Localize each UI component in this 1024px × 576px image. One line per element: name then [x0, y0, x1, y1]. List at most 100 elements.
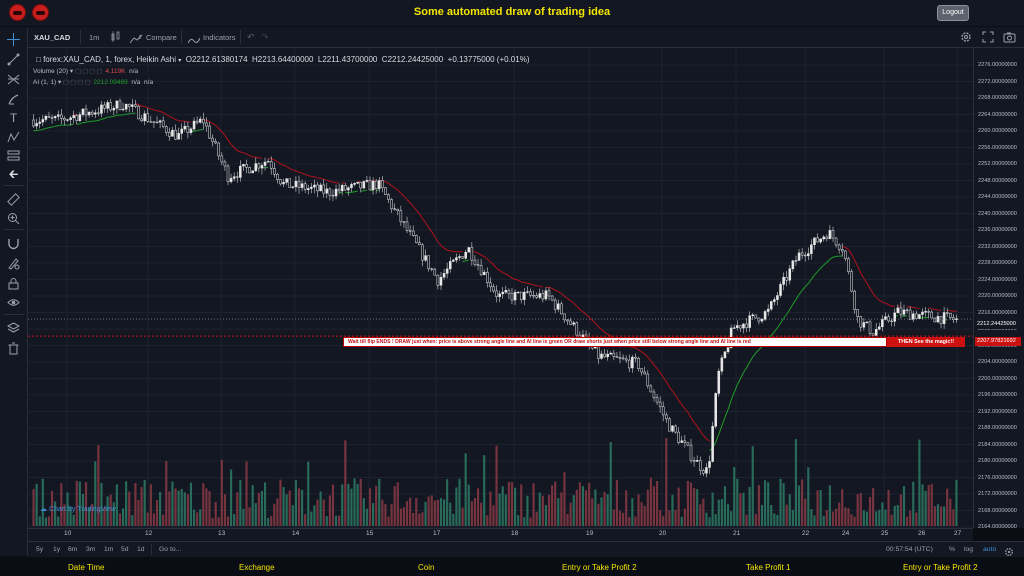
volume-bar [276, 498, 279, 526]
percent-toggle[interactable]: % [949, 546, 956, 553]
candle-body [924, 311, 927, 313]
symbol-search[interactable]: XAU_CAD [34, 33, 71, 42]
tradingview-watermark[interactable]: ☁ Chart by TradingView [40, 505, 116, 513]
crosshair-icon[interactable] [7, 33, 20, 46]
layers-icon[interactable] [6, 322, 21, 335]
candle-body [32, 119, 35, 127]
price-chart[interactable] [28, 48, 973, 528]
camera-icon[interactable] [1003, 30, 1016, 43]
ai-line-segment [854, 259, 859, 267]
range-1d[interactable]: 1d [137, 546, 145, 553]
volume-controls-icon[interactable]: ▢▢▢▢ [74, 68, 104, 75]
text-tool-icon[interactable]: T [9, 111, 18, 125]
volume-bar [467, 484, 470, 526]
range-6m[interactable]: 6m [68, 546, 78, 553]
zoom-in-icon[interactable] [7, 212, 20, 225]
redo-icon[interactable]: ↷ [261, 32, 269, 42]
volume-bar [50, 491, 54, 526]
ai-line-segment [447, 249, 451, 252]
lock-drawing-icon[interactable] [7, 257, 20, 270]
range-1y[interactable]: 1y [53, 546, 61, 553]
candle-body [266, 161, 270, 163]
annotation-text-bar[interactable]: Wait till flip ENDS ! DRAW just when: pr… [343, 337, 887, 347]
ai-line-segment [770, 331, 775, 336]
trend-line-icon[interactable] [7, 53, 20, 66]
ai-line-segment [480, 254, 485, 257]
lock-icon[interactable] [7, 277, 20, 290]
ai-line-segment [857, 266, 862, 274]
scale-settings-icon[interactable] [1004, 544, 1014, 556]
ai-line-segment [169, 115, 173, 119]
ai-controls-icon[interactable]: ▢▢▢▢ [63, 79, 92, 86]
volume-bar [872, 488, 875, 526]
logout-button[interactable]: Logout [937, 5, 969, 21]
magnet-icon[interactable] [7, 237, 20, 250]
volume-bar [183, 492, 186, 526]
volume-bar [473, 498, 477, 526]
ai-line-segment [906, 305, 911, 308]
time-tick-label: 17 [433, 530, 441, 537]
fullscreen-icon[interactable] [982, 30, 994, 43]
legend-title[interactable]: forex:XAU_CAD, 1, forex, Heikin Ashi [43, 55, 177, 64]
brush-icon[interactable] [7, 93, 20, 106]
ai-line-segment [585, 314, 590, 318]
range-3m[interactable]: 3m [86, 546, 96, 553]
compare-icon[interactable] [129, 31, 143, 44]
volume-label[interactable]: Volume (20) [33, 68, 69, 75]
candle-body [192, 120, 196, 130]
volume-bar [291, 505, 294, 526]
ai-label[interactable]: AI (1, 1) [33, 79, 57, 86]
candle-body [350, 184, 353, 188]
indicators-icon[interactable] [187, 32, 201, 44]
ai-line-segment [931, 308, 936, 311]
ai-line-segment [724, 409, 729, 418]
pattern-icon[interactable] [7, 131, 20, 144]
candle-body [381, 180, 384, 188]
chart-pane[interactable] [28, 48, 973, 528]
trash-icon[interactable] [7, 342, 20, 355]
volume-bar [297, 488, 301, 526]
volume-bar [588, 482, 591, 526]
legend-dropdown-icon[interactable]: ▾ [178, 58, 182, 64]
range-5d[interactable]: 5d [121, 546, 129, 553]
time-axis[interactable] [28, 528, 973, 541]
ruler-icon[interactable] [7, 193, 20, 206]
range-5y[interactable]: 5y [36, 546, 44, 553]
annotation-tag[interactable]: THEN See the magic!! [887, 337, 965, 347]
indicators-button[interactable]: Indicators [203, 33, 236, 42]
time-tick-label: 21 [733, 530, 741, 537]
price-scale[interactable]: 2276.00000000 2272.00000000 2268.00000000 2… [973, 48, 1024, 528]
ai-line-segment [644, 353, 649, 358]
candle-body [189, 128, 193, 133]
eye-icon[interactable] [7, 296, 20, 309]
undo-icon[interactable]: ↶ [247, 32, 255, 42]
ai-line-segment [283, 164, 287, 167]
volume-dropdown-icon[interactable]: ▾ [69, 68, 74, 75]
interval-button[interactable]: 1m [89, 33, 100, 42]
chart-style-icon[interactable] [110, 30, 121, 42]
ai-dropdown-icon[interactable]: ▾ [57, 79, 62, 86]
volume-bar [399, 508, 402, 526]
fib-retracement-icon[interactable] [7, 73, 20, 86]
volume-bar [177, 490, 180, 526]
volume-bar [760, 504, 764, 526]
footer-exchange: Exchange [239, 563, 275, 572]
ai-line-segment [403, 195, 408, 201]
back-arrow-icon[interactable]: 🡰 [8, 167, 19, 181]
ai-line-segment [718, 425, 723, 435]
range-1m[interactable]: 1m [104, 546, 114, 553]
settings-gear-icon[interactable] [960, 30, 972, 42]
log-toggle[interactable]: log [964, 546, 974, 553]
volume-bar [939, 506, 943, 526]
candle-body [365, 180, 369, 182]
candle-body [637, 357, 640, 369]
legend-collapse-icon[interactable]: □ [36, 55, 41, 64]
goto-button[interactable]: Go to... [159, 546, 182, 553]
volume-bar [69, 506, 72, 526]
ai-line-segment [292, 169, 297, 172]
compare-button[interactable]: Compare [146, 33, 177, 42]
utc-clock[interactable]: 00:57:54 (UTC) [886, 546, 933, 553]
auto-toggle[interactable]: auto [983, 546, 997, 553]
prediction-icon[interactable] [7, 149, 20, 162]
ai-line-segment [527, 282, 531, 285]
